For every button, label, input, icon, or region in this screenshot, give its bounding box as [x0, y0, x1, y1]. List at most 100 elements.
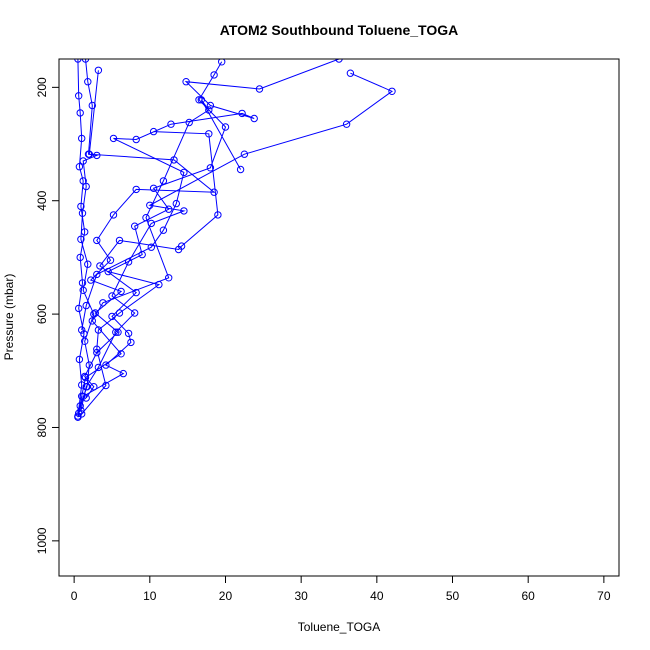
x-tick-label: 70 — [597, 589, 611, 603]
y-tick-label: 1000 — [35, 527, 49, 554]
y-tick-label: 600 — [35, 304, 49, 324]
data-point — [214, 211, 222, 219]
data-point — [197, 96, 206, 104]
data-point — [185, 118, 193, 127]
data-point — [74, 59, 82, 63]
data-point — [238, 109, 246, 118]
y-axis-label: Pressure (mbar) — [2, 274, 16, 361]
data-point — [240, 150, 249, 158]
data-point — [124, 329, 133, 338]
chart-title: ATOM2 Southbound Toluene_TOGA — [220, 22, 459, 38]
data-point — [167, 120, 175, 128]
series-line — [77, 131, 219, 418]
data-point — [388, 87, 396, 96]
series-line — [78, 99, 242, 414]
data-point — [131, 309, 139, 317]
data-point — [79, 157, 87, 165]
data-point — [99, 299, 107, 307]
data-point — [106, 256, 115, 264]
data-point — [205, 106, 213, 114]
x-tick-label: 50 — [446, 589, 460, 603]
x-tick-label: 20 — [219, 589, 233, 603]
data-point — [182, 78, 190, 86]
data-point — [142, 214, 150, 222]
data-point — [78, 279, 87, 287]
data-point — [81, 337, 89, 345]
data-point — [84, 260, 92, 268]
data-point — [79, 177, 87, 185]
data-point — [335, 59, 343, 63]
data-point — [74, 413, 82, 421]
data-point — [221, 123, 230, 131]
data-point — [119, 369, 128, 378]
data-point — [346, 69, 355, 77]
data-point — [75, 355, 84, 364]
data-point — [131, 222, 139, 230]
x-tick-label: 60 — [522, 589, 536, 603]
series-line — [77, 59, 86, 417]
data-point — [75, 92, 83, 100]
data-point — [109, 134, 118, 143]
data-point — [127, 338, 135, 347]
x-tick-label: 40 — [370, 589, 384, 603]
data-point — [342, 120, 351, 128]
x-tick-label: 30 — [294, 589, 308, 603]
data-point — [94, 66, 103, 75]
data-point — [81, 373, 90, 382]
data-layer — [74, 59, 396, 421]
data-point — [108, 312, 116, 321]
data-point — [114, 328, 122, 336]
data-point — [174, 245, 183, 254]
x-tick-label: 0 — [71, 589, 78, 603]
series-line — [81, 59, 340, 331]
data-point — [81, 59, 90, 63]
data-point — [82, 383, 90, 391]
data-point — [82, 182, 90, 191]
data-point — [76, 109, 84, 117]
data-point — [94, 326, 103, 334]
data-point — [180, 207, 188, 215]
y-tick-label: 800 — [35, 417, 49, 437]
data-point — [75, 304, 83, 313]
data-point — [77, 202, 85, 211]
data-point — [147, 243, 156, 251]
data-point — [85, 150, 94, 158]
data-point — [112, 328, 120, 336]
data-point — [210, 71, 218, 79]
series-line — [81, 61, 227, 415]
series-line — [84, 70, 216, 399]
data-point — [93, 236, 101, 245]
data-point — [210, 188, 218, 196]
data-point — [77, 235, 85, 244]
y-tick-label: 200 — [35, 77, 49, 97]
data-point — [206, 101, 215, 110]
x-tick-label: 10 — [143, 589, 157, 603]
data-point — [88, 317, 97, 325]
data-point — [82, 301, 90, 310]
y-tick-label: 400 — [35, 190, 49, 210]
x-axis-label: Toluene_TOGA — [298, 620, 381, 634]
data-point — [79, 286, 87, 294]
data-point — [149, 184, 158, 193]
data-point — [78, 326, 86, 334]
data-point — [76, 253, 84, 262]
data-point — [159, 177, 168, 185]
data-point — [109, 211, 118, 219]
data-point — [78, 392, 86, 400]
data-point — [93, 345, 101, 353]
data-point — [132, 185, 140, 194]
data-point — [93, 270, 101, 279]
data-point — [78, 381, 86, 389]
data-point — [88, 101, 97, 110]
data-point — [75, 163, 84, 171]
data-point — [102, 361, 110, 369]
data-point — [96, 262, 104, 270]
data-point — [132, 135, 140, 144]
series-line — [79, 59, 99, 407]
data-point — [78, 134, 86, 143]
data-point — [75, 409, 83, 417]
data-point — [218, 59, 226, 66]
data-point — [236, 165, 245, 174]
data-point — [250, 114, 258, 123]
